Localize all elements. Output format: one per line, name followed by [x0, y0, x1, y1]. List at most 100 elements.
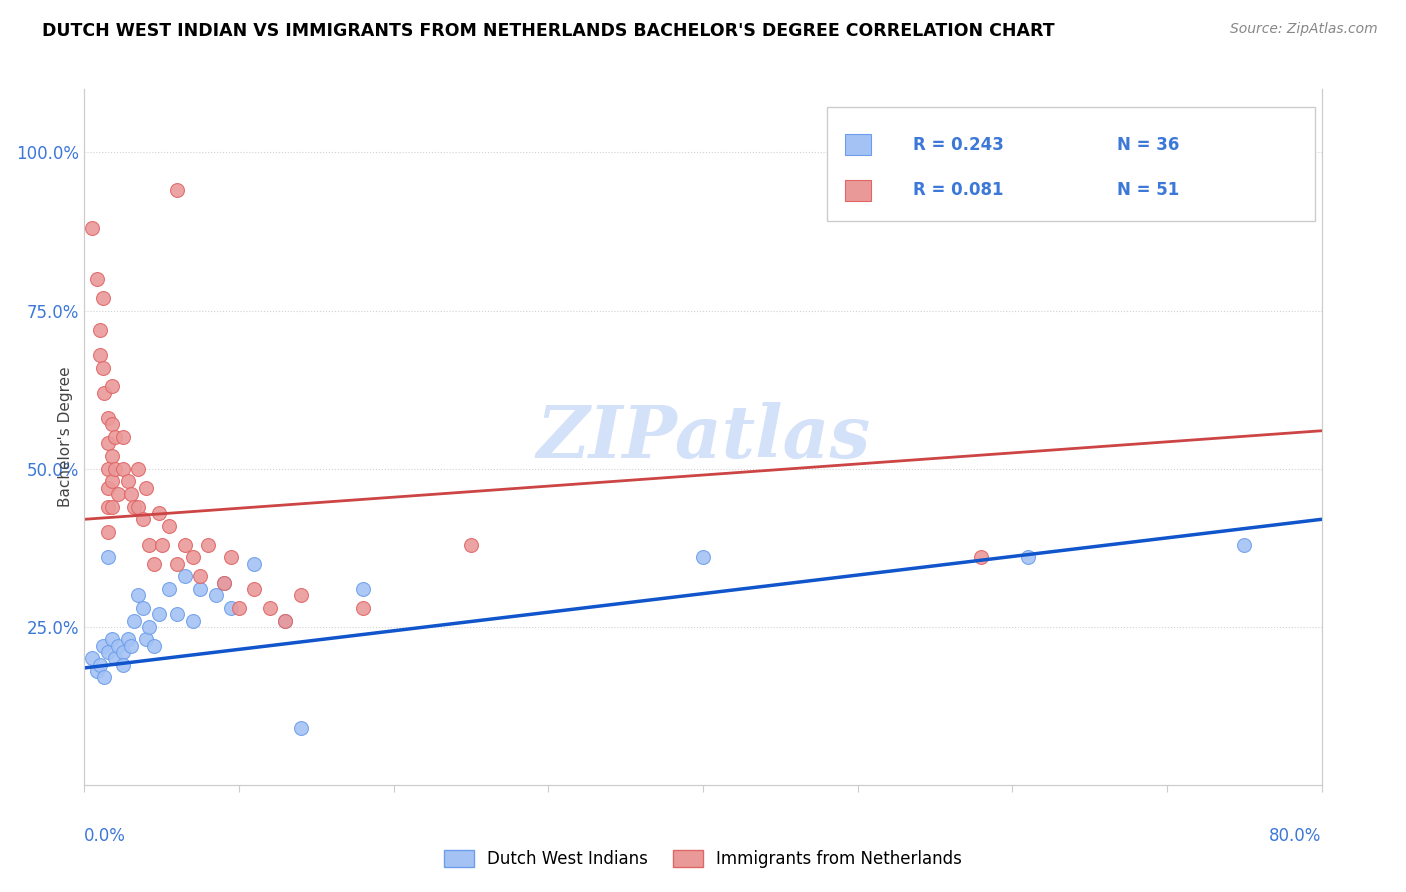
Point [86, 664, 108, 678]
Text: 80.0%: 80.0% [1270, 827, 1322, 845]
Point [188, 569, 212, 583]
Point [128, 461, 150, 475]
Point [117, 632, 139, 647]
Point [159, 518, 181, 533]
Point [132, 600, 155, 615]
Point [91, 360, 114, 375]
Point [93, 385, 115, 400]
Text: 0.0%: 0.0% [84, 827, 127, 845]
Point [97, 645, 120, 659]
FancyBboxPatch shape [845, 179, 872, 201]
Point [174, 538, 197, 552]
Point [97, 500, 120, 514]
Point [122, 614, 145, 628]
Point [89, 657, 111, 672]
Text: R = 0.081: R = 0.081 [914, 181, 1004, 199]
Point [138, 620, 160, 634]
Point [91, 291, 114, 305]
Point [159, 582, 181, 596]
Point [82, 221, 104, 235]
Point [93, 670, 115, 684]
Point [174, 569, 197, 583]
Point [101, 475, 124, 489]
Point [128, 588, 150, 602]
Point [212, 575, 235, 590]
Point [274, 614, 297, 628]
Point [970, 550, 993, 565]
Point [290, 588, 312, 602]
Point [138, 538, 160, 552]
Point [97, 481, 120, 495]
Point [197, 538, 219, 552]
Point [91, 639, 114, 653]
FancyBboxPatch shape [845, 135, 872, 155]
Text: Source: ZipAtlas.com: Source: ZipAtlas.com [1230, 22, 1378, 37]
Point [166, 607, 188, 622]
Point [148, 607, 170, 622]
Text: DUTCH WEST INDIAN VS IMMIGRANTS FROM NETHERLANDS BACHELOR'S DEGREE CORRELATION C: DUTCH WEST INDIAN VS IMMIGRANTS FROM NET… [42, 22, 1054, 40]
Point [150, 538, 173, 552]
Point [1017, 550, 1039, 565]
Point [97, 524, 120, 539]
Point [104, 651, 127, 665]
Point [101, 449, 124, 463]
Text: N = 51: N = 51 [1118, 181, 1180, 199]
Point [107, 639, 129, 653]
Point [117, 475, 139, 489]
Point [148, 506, 170, 520]
Point [243, 557, 266, 571]
Point [352, 582, 374, 596]
Point [112, 645, 135, 659]
Point [101, 379, 124, 393]
Point [82, 651, 104, 665]
Point [89, 322, 111, 336]
Point [120, 487, 142, 501]
Point [166, 557, 188, 571]
Point [128, 500, 150, 514]
Legend: Dutch West Indians, Immigrants from Netherlands: Dutch West Indians, Immigrants from Neth… [437, 843, 969, 875]
Text: N = 36: N = 36 [1118, 136, 1180, 153]
Point [97, 436, 120, 450]
Point [104, 430, 127, 444]
Point [188, 582, 212, 596]
Point [352, 600, 374, 615]
Point [243, 582, 266, 596]
Point [97, 461, 120, 475]
Y-axis label: Bachelor's Degree: Bachelor's Degree [58, 367, 73, 508]
Point [1233, 538, 1256, 552]
Point [692, 550, 714, 565]
Point [97, 411, 120, 425]
Point [135, 632, 157, 647]
Point [221, 600, 243, 615]
Point [143, 557, 166, 571]
Point [181, 614, 204, 628]
Point [290, 721, 312, 735]
Point [135, 481, 157, 495]
Point [86, 272, 108, 286]
Point [205, 588, 228, 602]
Point [122, 500, 145, 514]
Point [143, 639, 166, 653]
Point [212, 575, 235, 590]
FancyBboxPatch shape [827, 106, 1316, 221]
Point [221, 550, 243, 565]
Point [112, 430, 135, 444]
Point [228, 600, 250, 615]
Point [101, 632, 124, 647]
Point [132, 512, 155, 526]
Point [89, 348, 111, 362]
Point [104, 461, 127, 475]
Point [107, 487, 129, 501]
Point [259, 600, 281, 615]
Point [112, 657, 135, 672]
Point [166, 183, 188, 197]
Point [120, 639, 142, 653]
Point [101, 500, 124, 514]
Point [460, 538, 482, 552]
Point [274, 614, 297, 628]
Point [97, 550, 120, 565]
Point [112, 461, 135, 475]
Text: ZIPatlas: ZIPatlas [536, 401, 870, 473]
Point [101, 417, 124, 432]
Point [181, 550, 204, 565]
